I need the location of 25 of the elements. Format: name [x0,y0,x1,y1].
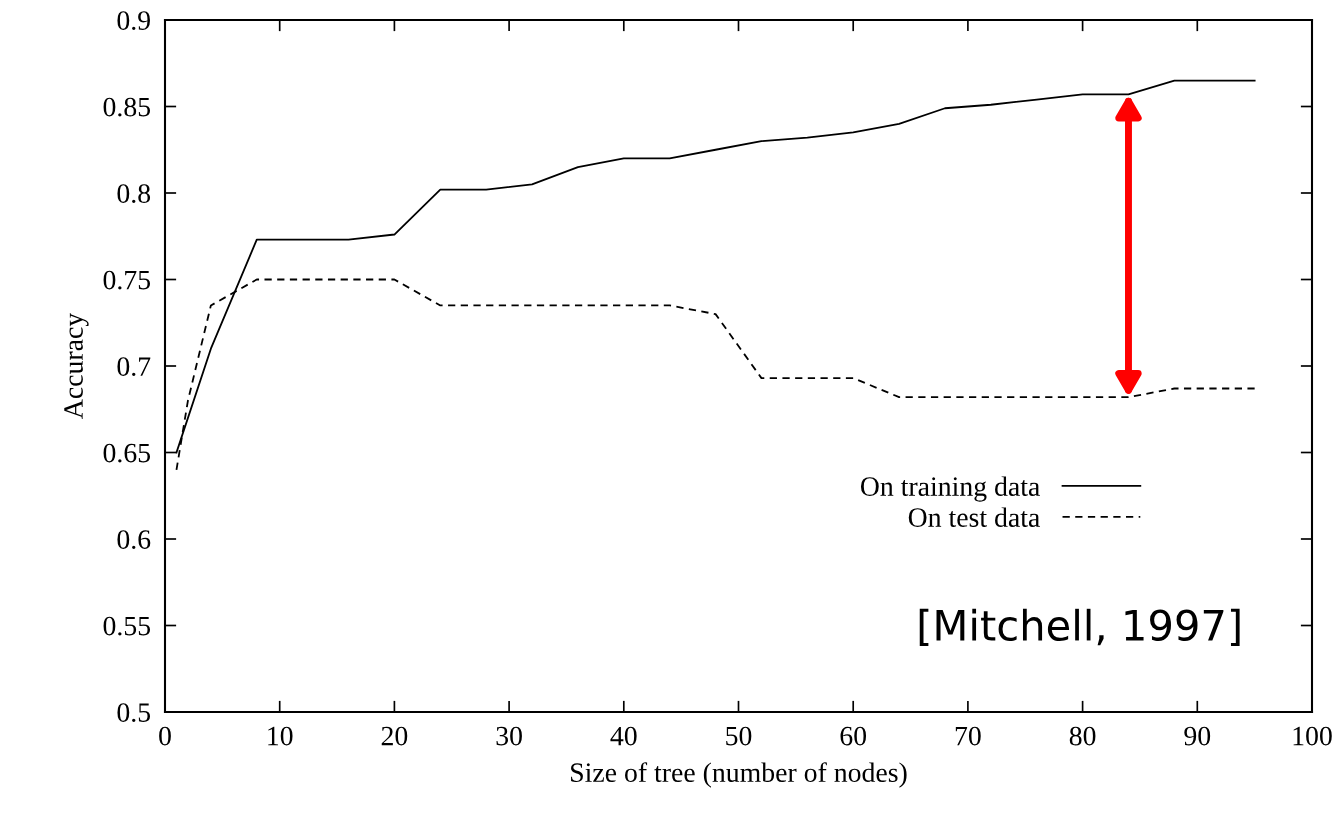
x-tick-label: 20 [381,726,408,746]
y-tick-label: 0.7 [117,357,151,377]
x-tick-label: 90 [1184,726,1211,746]
y-tick-label: 0.55 [103,616,151,636]
x-tick-label: 100 [1293,726,1332,746]
x-tick-label: 10 [268,726,293,746]
y-tick-label: 0.8 [117,184,151,204]
y-tick-label: 0.5 [117,703,151,723]
x-tick-label: 30 [496,726,522,746]
x-axis-title: Size of tree (number of nodes) [571,762,907,788]
x-tick-label: 80 [1069,726,1096,746]
y-tick-label: 0.65 [103,443,151,463]
y-tick-label: 0.75 [103,270,151,290]
annotation: [Mitchell, 1997] [919,608,1240,646]
x-tick-label: 70 [955,726,981,746]
y-tick-label: 0.9 [117,11,150,31]
legend-label: On training data [860,476,1040,502]
x-tick-label: 60 [840,726,867,746]
y-tick-label: 0.6 [117,530,151,550]
x-tick-label: 0 [159,726,171,746]
y-axis-title: Accuracy [64,312,89,419]
x-tick-label: 50 [726,726,752,746]
y-tick-label: 0.85 [103,97,151,117]
legend-label: On test data [908,507,1040,527]
x-tick-label: 40 [610,726,637,746]
